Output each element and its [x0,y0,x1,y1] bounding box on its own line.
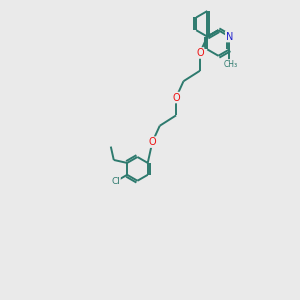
Text: O: O [148,137,156,147]
Text: CH₃: CH₃ [224,60,238,69]
Text: O: O [196,48,204,58]
Text: N: N [226,32,233,42]
Text: Cl: Cl [111,177,120,186]
Text: O: O [172,92,180,103]
